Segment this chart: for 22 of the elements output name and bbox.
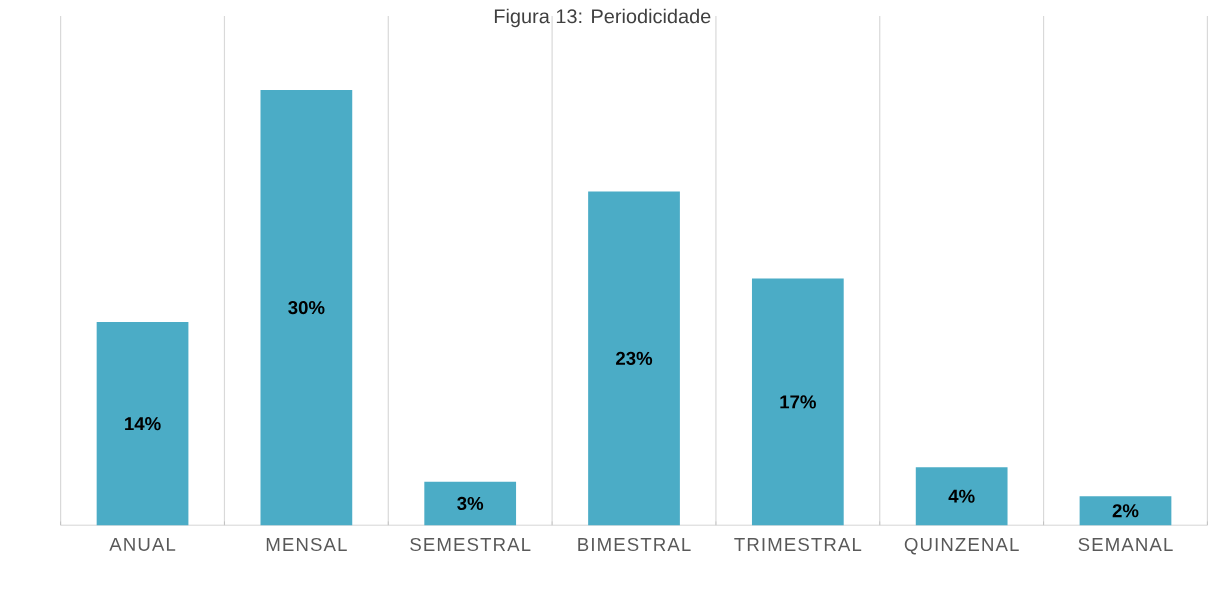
data-label: 14% (125, 416, 161, 431)
data-label: 3% (457, 496, 484, 510)
data-label: 2% (1112, 503, 1139, 518)
data-label: 4% (948, 489, 975, 503)
bar (424, 481, 517, 526)
data-label: 23% (616, 351, 653, 365)
x-tick-label: SEMESTRAL (410, 537, 531, 551)
bar (588, 191, 680, 526)
x-tick-label: MENSAL (266, 537, 347, 551)
x-tick-label: TRIMESTRAL (734, 537, 862, 551)
x-tick-label: ANUAL (109, 537, 176, 551)
chart-title: Figura 13: Periodicidade (494, 8, 711, 28)
data-label: 30% (288, 300, 325, 315)
bar (96, 321, 189, 526)
bar (915, 467, 1008, 526)
x-tick-label: BIMESTRAL (578, 537, 691, 551)
bar (260, 89, 353, 526)
data-label: 17% (780, 395, 816, 409)
x-tick-label: QUINZENAL (904, 537, 1019, 555)
bar (751, 278, 844, 526)
x-tick-label: SEMANAL (1078, 537, 1173, 551)
bar (1079, 496, 1172, 526)
